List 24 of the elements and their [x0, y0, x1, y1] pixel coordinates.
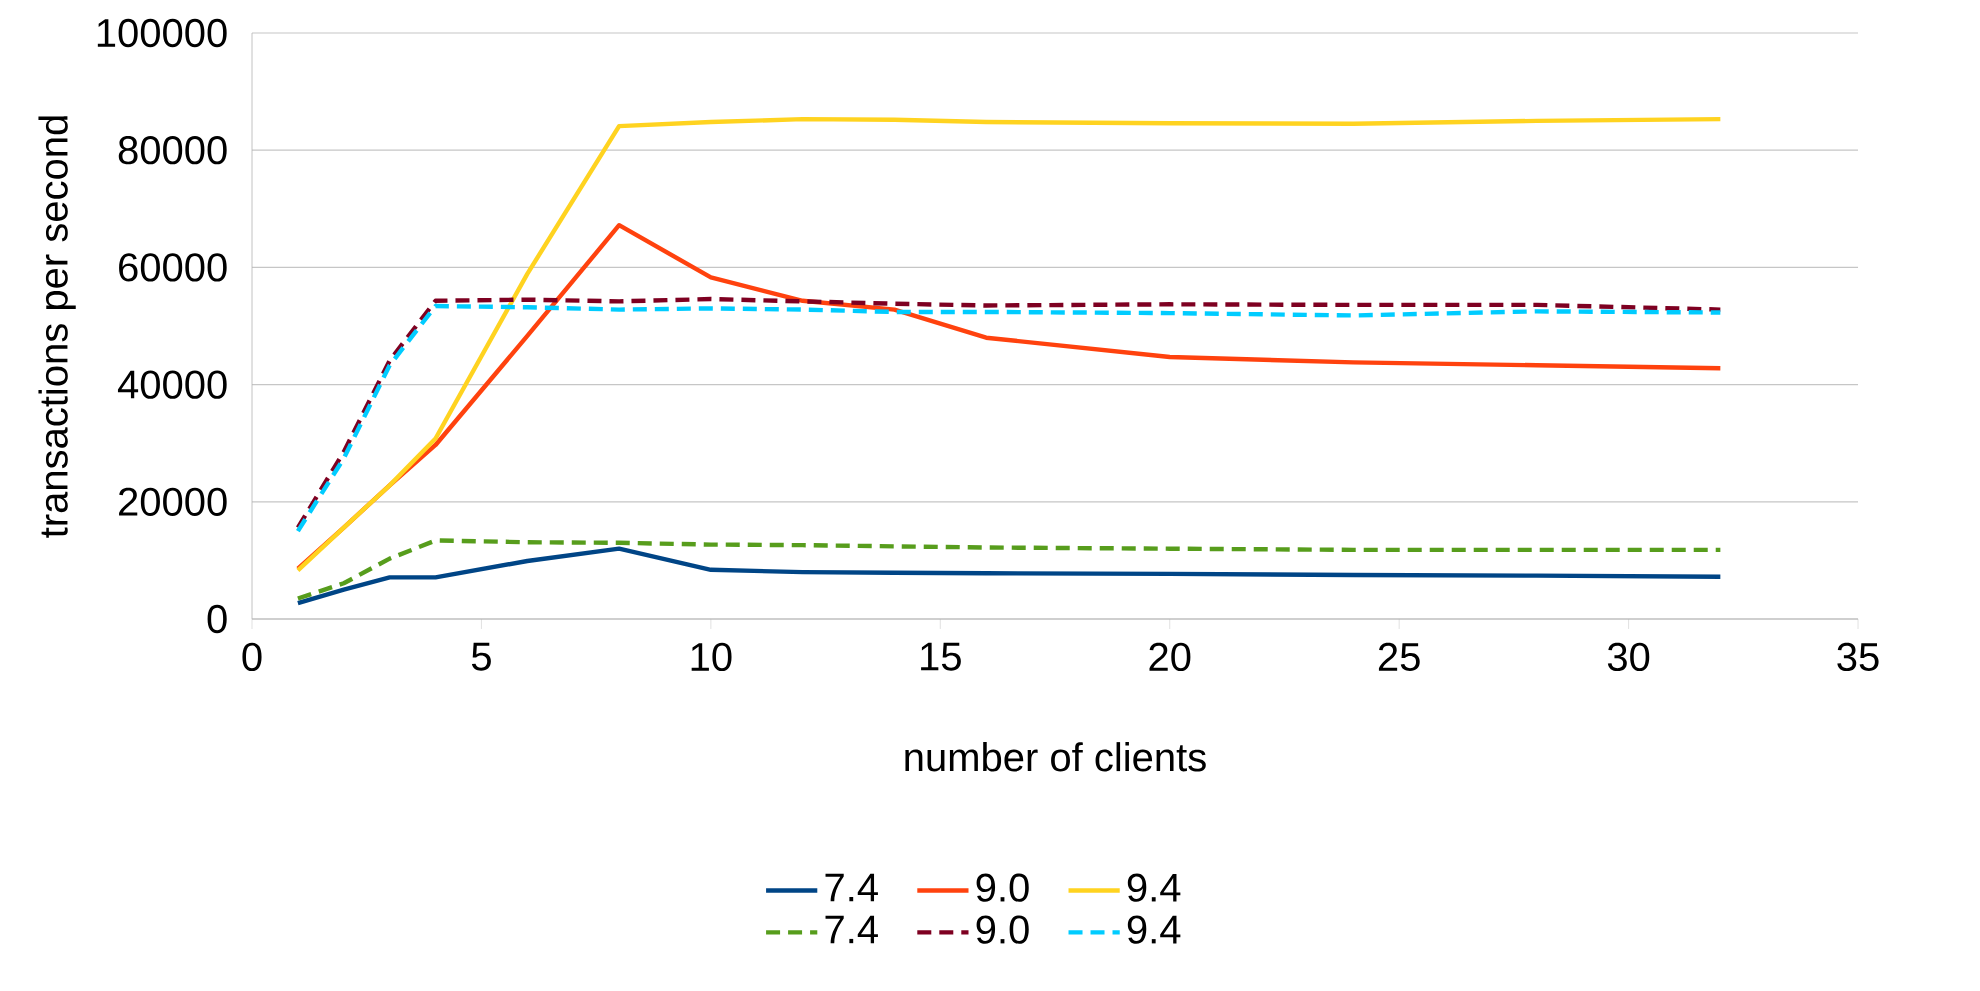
x-tick-label: 35 — [1837, 642, 1879, 672]
legend-label: 9.0 — [976, 873, 1029, 902]
legend-label: 9.4 — [1127, 873, 1181, 902]
y-tick-label: 20000 — [119, 487, 227, 516]
x-tick-label: 5 — [471, 642, 491, 671]
legend-label: 9.0 — [976, 915, 1029, 944]
x-tick-label: 0 — [242, 642, 262, 672]
y-tick-label: 60000 — [119, 253, 227, 282]
y-axis-title: transactions per second — [38, 116, 76, 538]
line-series — [295, 116, 1723, 573]
x-tick-label: 20 — [1149, 642, 1191, 672]
y-tick-label: 100000 — [97, 18, 227, 48]
line-series — [295, 546, 1723, 606]
x-tick-label: 10 — [691, 642, 732, 672]
x-tick-label: 15 — [921, 642, 961, 671]
y-tick-label: 40000 — [117, 370, 227, 399]
legend-label: 9.4 — [1127, 915, 1181, 944]
x-tick-label: 25 — [1378, 642, 1420, 672]
y-tick-label: 80000 — [118, 136, 227, 165]
x-axis-title: number of clients — [905, 742, 1206, 772]
y-tick-label: 0 — [207, 604, 227, 634]
legend-label: 7.4 — [825, 873, 878, 902]
x-tick-label: 30 — [1607, 642, 1650, 672]
legend-label: 7.4 — [825, 915, 878, 944]
